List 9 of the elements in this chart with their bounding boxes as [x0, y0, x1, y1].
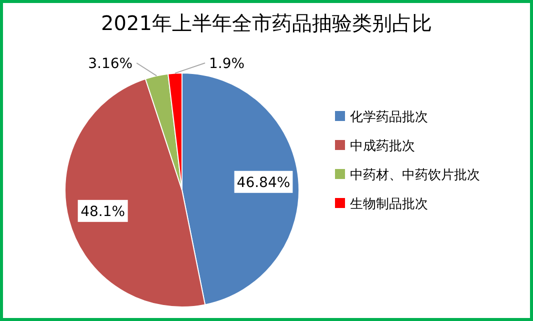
legend-label: 中成药批次	[350, 139, 415, 154]
legend-label: 中药材、中药饮片批次	[350, 168, 480, 183]
data-label: 1.9%	[209, 56, 245, 72]
data-label: 3.16%	[88, 56, 133, 72]
data-label: 46.84%	[236, 174, 290, 191]
legend-label: 生物制品批次	[350, 197, 428, 212]
data-label: 48.1%	[80, 204, 126, 220]
legend-label: 化学药品批次	[350, 110, 428, 125]
chart-title: 2021年上半年全市药品抽验类别占比	[101, 11, 432, 35]
